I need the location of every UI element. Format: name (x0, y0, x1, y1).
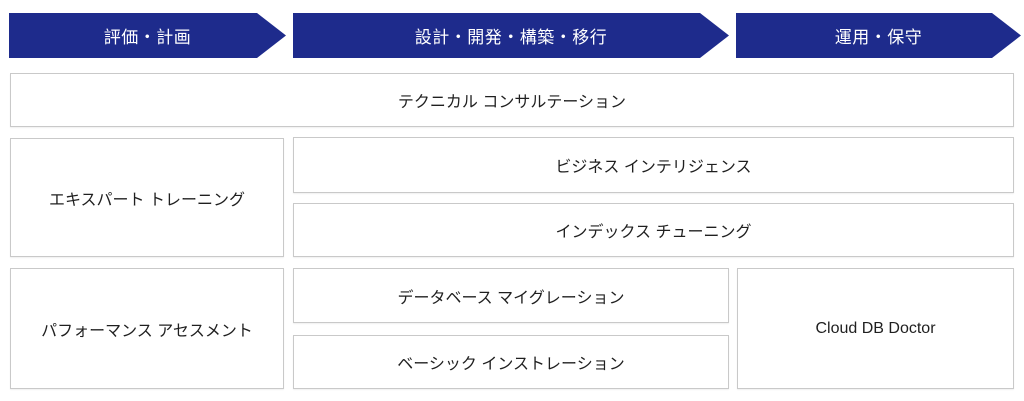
phase-label: 評価・計画 (103, 28, 192, 47)
service-label: テクニカル コンサルテーション (397, 94, 627, 111)
service-label: パフォーマンス アセスメント (41, 322, 253, 340)
phase-arrow-operation-maintenance: 運用・保守 (736, 13, 1021, 58)
service-box-cloud-db-doctor: Cloud DB Doctor (737, 268, 1014, 389)
service-box-database-migration: データベース マイグレーション (293, 268, 729, 323)
service-box-business-intelligence: ビジネス インテリジェンス (293, 137, 1014, 193)
service-label: ビジネス インテリジェンス (555, 159, 752, 176)
service-label: Cloud DB Doctor (815, 319, 936, 337)
phase-label: 運用・保守 (834, 28, 923, 47)
service-box-expert-training: エキスパート トレーニング (10, 138, 284, 257)
service-box-performance-assessment: パフォーマンス アセスメント (10, 268, 284, 389)
service-label: エキスパート トレーニング (49, 191, 245, 209)
service-box-basic-installation: ベーシック インストレーション (293, 335, 729, 389)
service-label: データベース マイグレーション (397, 289, 625, 307)
service-box-index-tuning: インデックス チューニング (293, 203, 1014, 257)
phase-arrow-design-develop-build-migrate: 設計・開発・構築・移行 (293, 13, 729, 58)
service-label: インデックス チューニング (555, 224, 752, 241)
phase-label: 設計・開発・構築・移行 (414, 28, 608, 47)
phase-arrow-evaluation-planning: 評価・計画 (9, 13, 286, 58)
service-label: ベーシック インストレーション (397, 356, 625, 373)
service-box-technical-consultation: テクニカル コンサルテーション (10, 73, 1014, 127)
